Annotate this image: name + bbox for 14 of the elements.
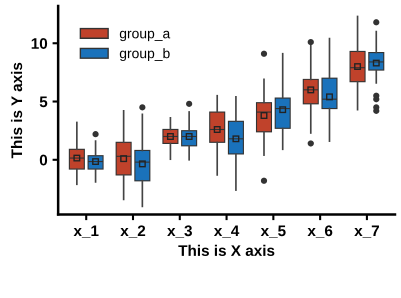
x-tick-label: x_4 <box>214 226 240 238</box>
x-tick-label: x_1 <box>74 226 99 238</box>
y-tick-label: 5 <box>40 96 48 108</box>
x-tick-label: x_7 <box>354 226 379 238</box>
x-axis-title: This is X axis <box>178 244 274 256</box>
y-tick-label: 10 <box>32 38 48 49</box>
y-axis-title: This is Y axis <box>10 62 22 158</box>
x-tick-label: x_6 <box>307 225 332 238</box>
legend-label: group_a <box>120 30 170 42</box>
y-tick-label: 0 <box>40 154 48 166</box>
x-tick-label: x_2 <box>120 225 146 238</box>
x-tick-label: x_3 <box>167 225 192 238</box>
x-tick-label: x_5 <box>260 226 286 238</box>
legend-label: group_b <box>120 48 170 62</box>
